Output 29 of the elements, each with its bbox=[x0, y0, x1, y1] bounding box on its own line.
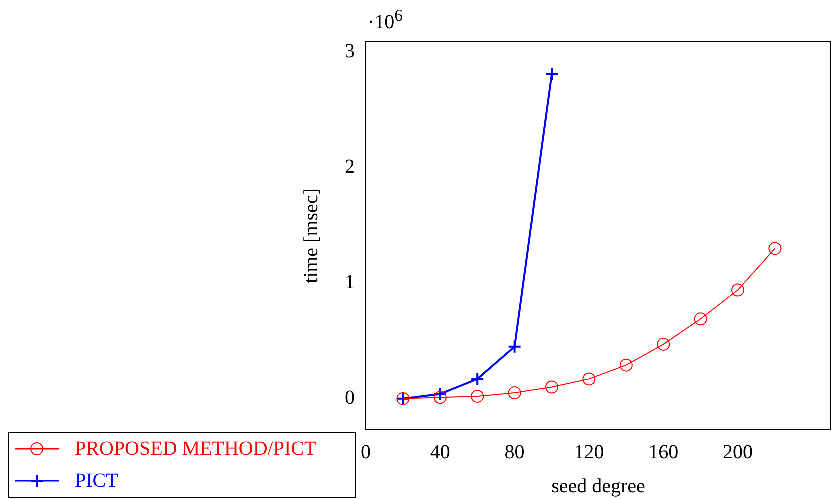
x-tick-label: 0 bbox=[361, 441, 371, 464]
point bbox=[434, 391, 447, 404]
point bbox=[508, 340, 522, 354]
legend-label: PROPOSED METHOD/PICT bbox=[75, 438, 317, 460]
point bbox=[732, 284, 744, 297]
y-tick-label: 3 bbox=[345, 40, 355, 63]
x-tick-label: 80 bbox=[504, 441, 525, 464]
point bbox=[471, 390, 484, 404]
point bbox=[545, 67, 559, 82]
y-axis-title: time [msec] bbox=[300, 188, 322, 284]
point bbox=[657, 338, 670, 352]
x-tick-label: 120 bbox=[574, 441, 604, 464]
x-tick-label: 160 bbox=[648, 441, 679, 464]
x-axis-title: seed degree bbox=[552, 475, 646, 498]
point bbox=[433, 387, 448, 402]
point bbox=[694, 312, 708, 326]
point bbox=[470, 372, 485, 386]
y-tick-label: 1 bbox=[345, 272, 355, 294]
point bbox=[546, 380, 558, 394]
text: ·10$^{6}$ bbox=[368, 6, 403, 35]
point bbox=[620, 358, 633, 372]
y-tick-label: 0 bbox=[345, 387, 355, 410]
x-tick-label: 200 bbox=[723, 441, 753, 464]
y-tick-label: 2 bbox=[345, 156, 355, 178]
legend-label: PICT bbox=[75, 470, 118, 492]
point bbox=[768, 242, 782, 256]
x-tick-label: 40 bbox=[430, 441, 450, 464]
point bbox=[508, 386, 522, 400]
point bbox=[582, 372, 596, 386]
